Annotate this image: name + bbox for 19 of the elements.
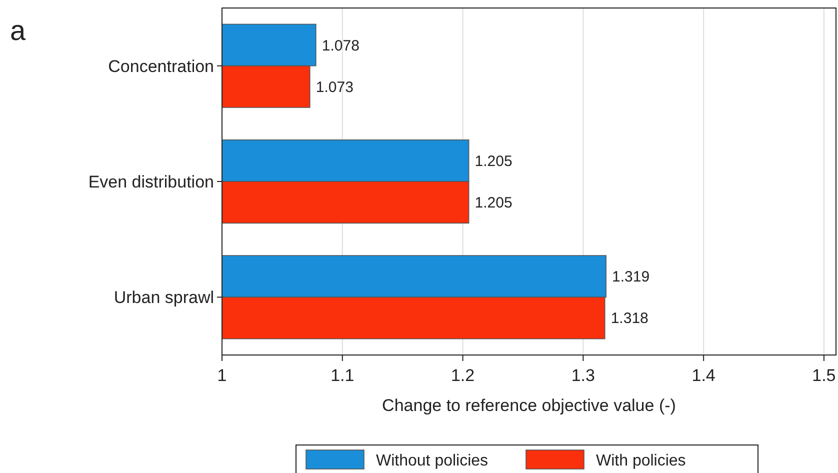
data-label: 1.319 [612, 268, 650, 286]
data-label: 1.205 [474, 194, 512, 212]
x-tick-label: 1.1 [330, 366, 354, 385]
x-tick-label: 1.4 [692, 366, 716, 385]
data-label: 1.205 [474, 152, 512, 170]
legend-label: With policies [596, 452, 686, 470]
x-tick-label: 1 [217, 366, 227, 385]
x-tick-label: 1.5 [812, 366, 836, 385]
y-tick-label: Urban sprawl [114, 288, 214, 308]
text: a [10, 15, 26, 46]
y-tick-label: Even distribution [88, 172, 214, 192]
y-tick-label: Concentration [108, 56, 214, 76]
data-label: 1.073 [316, 78, 354, 96]
x-tick-label: 1.2 [450, 366, 475, 385]
x-tick-label: 1.3 [571, 366, 595, 385]
legend-label: Without policies [376, 452, 488, 470]
x-axis-title: Change to reference objective value (-) [382, 396, 676, 415]
data-label: 1.078 [322, 37, 360, 54]
data-label: 1.318 [610, 310, 648, 328]
